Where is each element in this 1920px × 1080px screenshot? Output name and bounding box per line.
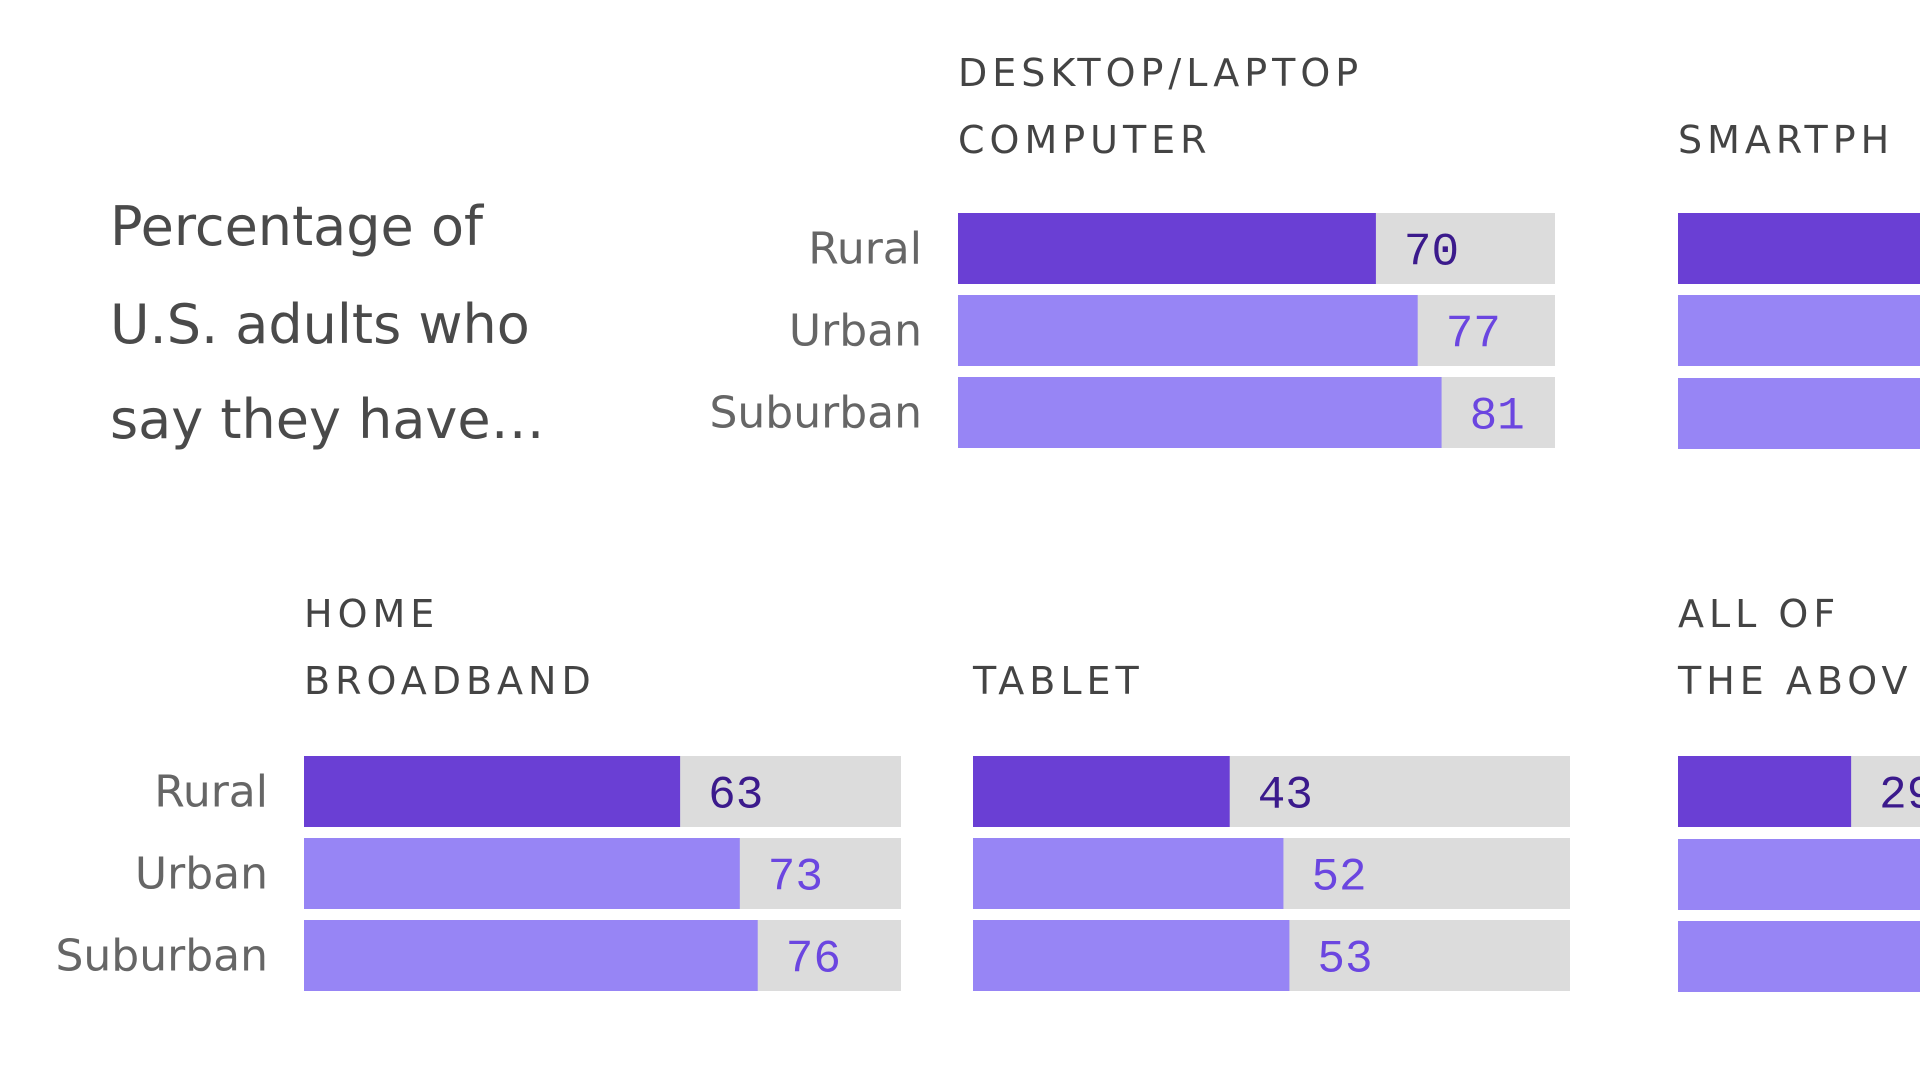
bar xyxy=(304,920,758,991)
category-label: Suburban xyxy=(55,931,268,982)
cropped-bar xyxy=(1678,213,1920,284)
value-label: 52 xyxy=(1311,852,1366,904)
cropped-bar xyxy=(1678,378,1920,449)
bar xyxy=(958,295,1418,366)
panel-title: COMPUTER xyxy=(958,118,1212,162)
category-label: Urban xyxy=(135,849,268,900)
value-label: 73 xyxy=(768,852,823,904)
bar xyxy=(958,377,1442,448)
panel-title: DESKTOP/LAPTOP xyxy=(958,51,1363,95)
panel-title: SMARTPH xyxy=(1678,118,1894,162)
category-label: Rural xyxy=(154,767,268,818)
title-line: say they have… xyxy=(110,388,545,451)
title-line: U.S. adults who xyxy=(110,293,530,356)
panel-title: BROADBAND xyxy=(304,659,596,703)
value-label: 63 xyxy=(708,770,763,822)
bar xyxy=(958,213,1376,284)
bar xyxy=(973,756,1230,827)
bar xyxy=(973,920,1290,991)
value-label: 81 xyxy=(1470,391,1525,443)
panel-title: THE ABOV xyxy=(1677,659,1913,703)
value-label: 43 xyxy=(1258,770,1313,822)
panel-title: HOME xyxy=(304,592,439,636)
title-line: Percentage of xyxy=(110,195,485,258)
bar xyxy=(304,838,740,909)
category-label: Rural xyxy=(808,224,922,275)
value-label: 53 xyxy=(1317,934,1372,986)
cropped-bar xyxy=(1678,295,1920,366)
value-label: 76 xyxy=(786,934,841,986)
category-label: Suburban xyxy=(709,388,922,439)
panel-title: TABLET xyxy=(972,659,1144,703)
value-label: 70 xyxy=(1404,227,1459,279)
category-label: Urban xyxy=(789,306,922,357)
value-label: 77 xyxy=(1446,309,1501,361)
value-label: 29 xyxy=(1879,770,1920,822)
panel-title: ALL OF xyxy=(1678,592,1840,636)
cropped-bar xyxy=(1678,921,1920,992)
bar xyxy=(304,756,681,827)
bar xyxy=(1678,756,1852,827)
cropped-bar xyxy=(1678,839,1920,910)
bar xyxy=(973,838,1284,909)
